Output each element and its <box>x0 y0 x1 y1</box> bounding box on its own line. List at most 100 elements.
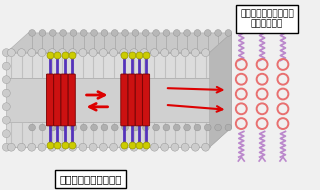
Circle shape <box>80 124 87 131</box>
Circle shape <box>120 49 128 57</box>
Circle shape <box>130 143 138 151</box>
FancyBboxPatch shape <box>143 74 150 126</box>
Polygon shape <box>6 33 231 53</box>
Circle shape <box>191 143 199 151</box>
Circle shape <box>140 143 148 151</box>
Circle shape <box>225 124 232 131</box>
Text: 複数回膜貫通型構造を
形成する分子: 複数回膜貫通型構造を 形成する分子 <box>240 9 294 29</box>
Circle shape <box>215 124 221 131</box>
Circle shape <box>122 30 128 36</box>
Circle shape <box>150 143 158 151</box>
Circle shape <box>225 30 232 36</box>
FancyBboxPatch shape <box>46 74 53 126</box>
Circle shape <box>39 124 46 131</box>
Circle shape <box>48 49 56 57</box>
Circle shape <box>2 62 10 70</box>
Circle shape <box>161 49 169 57</box>
Circle shape <box>80 30 87 36</box>
Circle shape <box>18 143 26 151</box>
Polygon shape <box>210 33 231 147</box>
Circle shape <box>28 143 36 151</box>
Circle shape <box>122 124 128 131</box>
Circle shape <box>91 30 98 36</box>
Circle shape <box>101 124 108 131</box>
Circle shape <box>38 49 46 57</box>
Polygon shape <box>6 59 231 78</box>
Circle shape <box>163 124 170 131</box>
Circle shape <box>79 49 87 57</box>
Text: 超分子イオンチャネル: 超分子イオンチャネル <box>59 174 122 184</box>
Circle shape <box>202 49 210 57</box>
Circle shape <box>60 30 67 36</box>
Circle shape <box>2 89 10 97</box>
Circle shape <box>215 30 221 36</box>
Polygon shape <box>28 33 231 127</box>
Circle shape <box>194 124 201 131</box>
Circle shape <box>2 116 10 124</box>
Circle shape <box>60 124 67 131</box>
Circle shape <box>69 143 76 151</box>
Circle shape <box>130 49 138 57</box>
Circle shape <box>184 124 190 131</box>
Circle shape <box>202 143 210 151</box>
Circle shape <box>132 124 139 131</box>
Polygon shape <box>6 102 231 122</box>
Circle shape <box>181 49 189 57</box>
Polygon shape <box>6 53 210 78</box>
Circle shape <box>49 30 56 36</box>
Circle shape <box>38 143 46 151</box>
Circle shape <box>100 49 107 57</box>
Circle shape <box>28 49 36 57</box>
Circle shape <box>89 49 97 57</box>
Circle shape <box>142 30 149 36</box>
Circle shape <box>39 30 46 36</box>
Polygon shape <box>6 78 210 122</box>
Circle shape <box>69 49 76 57</box>
Circle shape <box>132 30 139 36</box>
FancyBboxPatch shape <box>68 74 75 126</box>
Circle shape <box>29 124 36 131</box>
Circle shape <box>161 143 169 151</box>
Circle shape <box>163 30 170 36</box>
Circle shape <box>2 76 10 84</box>
Polygon shape <box>6 122 210 147</box>
FancyBboxPatch shape <box>121 74 128 126</box>
Circle shape <box>191 49 199 57</box>
Circle shape <box>204 124 211 131</box>
Circle shape <box>194 30 201 36</box>
Circle shape <box>49 124 56 131</box>
Circle shape <box>101 30 108 36</box>
Circle shape <box>184 30 190 36</box>
Circle shape <box>109 143 117 151</box>
Circle shape <box>111 124 118 131</box>
Circle shape <box>142 124 149 131</box>
Circle shape <box>91 124 98 131</box>
FancyBboxPatch shape <box>128 74 135 126</box>
Circle shape <box>7 49 15 57</box>
FancyBboxPatch shape <box>54 74 61 126</box>
Circle shape <box>29 30 36 36</box>
Circle shape <box>59 49 66 57</box>
Circle shape <box>2 103 10 111</box>
Circle shape <box>173 30 180 36</box>
Circle shape <box>153 124 159 131</box>
Circle shape <box>181 143 189 151</box>
Circle shape <box>79 143 87 151</box>
Polygon shape <box>6 127 231 147</box>
Circle shape <box>153 30 159 36</box>
Circle shape <box>173 124 180 131</box>
Circle shape <box>48 143 56 151</box>
Circle shape <box>120 143 128 151</box>
Circle shape <box>150 49 158 57</box>
FancyBboxPatch shape <box>61 74 68 126</box>
Circle shape <box>70 30 77 36</box>
Circle shape <box>100 143 107 151</box>
Circle shape <box>70 124 77 131</box>
FancyBboxPatch shape <box>135 74 142 126</box>
Circle shape <box>59 143 66 151</box>
Circle shape <box>140 49 148 57</box>
Circle shape <box>2 130 10 138</box>
Circle shape <box>7 143 15 151</box>
Circle shape <box>171 143 179 151</box>
Circle shape <box>2 49 10 57</box>
